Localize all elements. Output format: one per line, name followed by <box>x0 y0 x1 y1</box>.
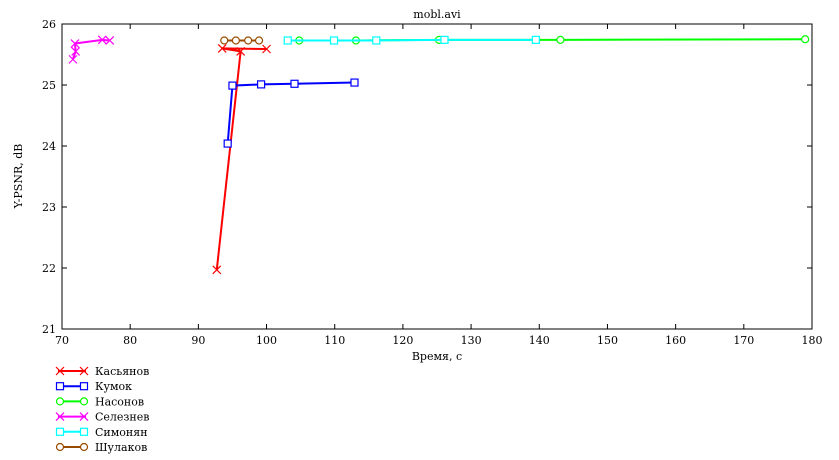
series-1 <box>212 43 271 275</box>
legend-label: Симонян <box>95 426 148 439</box>
y-tick-label: 26 <box>42 18 56 31</box>
data-point-marker <box>256 80 266 89</box>
data-point-marker <box>283 36 292 45</box>
data-point-marker <box>79 412 89 422</box>
data-point-marker <box>217 43 227 53</box>
x-tick-label: 180 <box>802 334 823 347</box>
series-6 <box>220 36 264 45</box>
data-point-marker <box>55 397 65 406</box>
legend: Касьянов Кумок Насонов Селезнев Симонян Шулак… <box>55 365 149 454</box>
data-point-marker <box>79 442 89 452</box>
x-tick-label: 140 <box>529 334 550 347</box>
y-tick-label: 23 <box>42 201 56 214</box>
y-axis-label: Y-PSNR, dB <box>12 144 25 210</box>
data-point-marker <box>290 79 299 88</box>
data-point-marker <box>801 35 810 44</box>
x-tick-label: 110 <box>324 334 345 347</box>
y-tick-label: 22 <box>42 262 56 275</box>
data-point-marker <box>71 47 81 56</box>
data-point-marker <box>68 54 78 64</box>
y-tick-label: 25 <box>42 79 56 92</box>
data-point-marker <box>79 397 89 406</box>
data-point-marker <box>55 412 65 422</box>
y-tick-label: 24 <box>42 140 56 153</box>
data-point-marker <box>254 36 264 45</box>
series-line <box>71 38 110 60</box>
series-2 <box>223 78 359 148</box>
legend-label: Кумок <box>95 380 132 393</box>
data-point-marker <box>350 78 359 87</box>
legend-item: Селезнев <box>55 411 149 424</box>
legend-item: Касьянов <box>55 365 149 378</box>
data-point-marker <box>97 35 107 45</box>
data-point-marker <box>372 36 381 45</box>
data-point-marker <box>440 35 449 44</box>
data-point-marker <box>79 427 89 436</box>
legend-label: Шулаков <box>95 441 147 454</box>
y-tick-label: 21 <box>42 323 56 336</box>
data-point-marker <box>223 139 232 148</box>
data-point-marker <box>55 366 65 376</box>
x-tick-label: 170 <box>733 334 754 347</box>
data-point-marker <box>231 36 240 45</box>
legend-item: Симонян <box>55 426 148 439</box>
legend-item: Шулаков <box>55 441 147 454</box>
x-tick-label: 100 <box>256 334 277 347</box>
data-point-marker <box>212 265 222 275</box>
data-point-marker <box>79 366 89 376</box>
chart-title: mobl.avi <box>413 8 461 21</box>
data-point-marker <box>105 36 115 45</box>
legend-label: Селезнев <box>95 411 149 424</box>
series-4 <box>68 35 115 64</box>
x-tick-label: 130 <box>461 334 482 347</box>
axis-ticks: 70 80 90 100 110 120 130 140 150 160 170 180 21 22 23 2… <box>42 18 823 347</box>
data-point-marker <box>262 44 271 54</box>
data-point-marker <box>70 39 80 48</box>
data-point-marker <box>556 35 565 44</box>
x-tick-label: 80 <box>123 334 137 347</box>
series-5 <box>283 35 540 45</box>
legend-label: Касьянов <box>95 365 149 378</box>
x-tick-label: 150 <box>597 334 618 347</box>
x-tick-label: 70 <box>55 334 69 347</box>
x-axis-label: Время, с <box>412 350 462 363</box>
data-point-marker <box>228 81 237 90</box>
data-point-marker <box>329 36 339 45</box>
data-point-marker <box>55 382 65 391</box>
data-point-marker <box>531 35 540 44</box>
data-point-marker <box>244 36 253 45</box>
data-point-marker <box>55 442 65 452</box>
x-tick-label: 160 <box>665 334 686 347</box>
x-tick-label: 90 <box>191 334 205 347</box>
legend-item: Насонов <box>55 395 144 408</box>
data-point-marker <box>236 47 246 56</box>
x-tick-label: 120 <box>392 334 413 347</box>
legend-item: Кумок <box>55 380 132 393</box>
data-point-marker <box>79 382 89 391</box>
legend-label: Насонов <box>95 395 144 408</box>
series-line <box>226 81 355 144</box>
data-point-marker <box>220 36 229 45</box>
series-line <box>287 38 536 42</box>
plot-frame <box>61 23 813 330</box>
series-layer <box>68 35 810 275</box>
series-line <box>215 47 267 270</box>
data-point-marker <box>55 427 65 436</box>
